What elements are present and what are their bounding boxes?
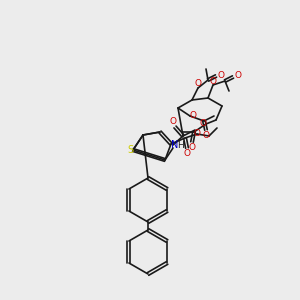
Text: O: O [200,119,206,128]
Text: O: O [235,71,242,80]
Text: O: O [218,71,224,80]
Text: N: N [171,140,179,150]
Text: O: O [188,142,196,152]
Text: O: O [194,80,202,88]
Text: O: O [169,118,176,127]
Text: S: S [127,145,133,155]
Text: H: H [178,140,184,149]
Text: O: O [202,130,209,140]
Text: O: O [209,76,217,85]
Text: O: O [194,130,200,139]
Text: O: O [190,112,196,121]
Text: O: O [184,148,190,158]
